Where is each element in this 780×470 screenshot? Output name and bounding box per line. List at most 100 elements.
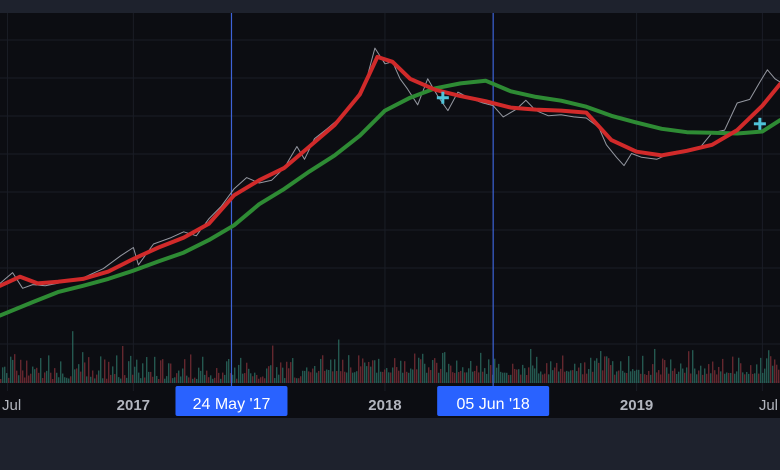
volume-bar [456,360,458,383]
volume-bar [542,374,544,383]
volume-bar [254,372,256,383]
volume-bar [754,373,756,383]
volume-bar [572,370,574,383]
volume-bar [68,378,70,383]
volume-bar [156,375,158,383]
volume-bar [370,366,372,383]
volume-bar [192,378,194,383]
volume-bar [704,368,706,383]
volume-bar [184,359,186,383]
volume-bar [646,374,648,383]
volume-bar [508,374,510,383]
volume-bar [686,367,688,383]
volume-bar [524,368,526,383]
volume-bar [198,367,200,383]
volume-bar [372,360,374,383]
volume-bar [176,373,178,383]
bottom-panel [0,418,780,470]
volume-bar [92,370,94,383]
volume-bar [536,356,538,383]
volume-bar [362,358,364,383]
plot-area[interactable] [0,13,780,391]
volume-bar [570,370,572,383]
series-lines [0,47,780,318]
volume-bar [90,376,92,383]
volume-bar [608,358,610,383]
volume-bar [634,370,636,383]
volume-bar [714,370,716,383]
volume-bar [208,377,210,383]
volume-bar [252,376,254,383]
volume-bar [144,377,146,383]
volume-bar [438,372,440,383]
price-line [0,47,780,289]
volume-bar [166,376,168,383]
volume-bar [418,357,420,383]
volume-bar [172,378,174,383]
volume-bar [230,373,232,383]
volume-bar [6,373,8,383]
volume-bar [312,368,314,383]
volume-bar [582,374,584,383]
volume-bar [426,372,428,383]
volume-bar [130,355,132,383]
volume-bar [728,372,730,383]
volume-bar [720,371,722,383]
x-tick-label: 2019 [620,397,653,414]
x-tick-label: Jul [759,397,778,414]
volume-bars [0,331,780,383]
volume-bar [88,357,90,383]
volume-bar [232,374,234,383]
volume-bar [424,363,426,383]
crosshair-lines [230,13,494,391]
volume-bar [330,359,332,383]
volume-bar [522,364,524,383]
volume-bar [396,367,398,383]
volume-bar [300,376,302,383]
volume-bar [734,373,736,383]
volume-bar [758,373,760,383]
volume-bar [298,378,300,383]
x-tick-label: Jul [2,397,21,414]
volume-bar [670,359,672,383]
volume-bar [648,370,650,383]
volume-bar [108,361,110,383]
volume-bar [588,369,590,383]
volume-bar [616,371,618,383]
volume-bar [58,377,60,383]
volume-bar [642,355,644,383]
time-axis-bar[interactable] [0,391,780,418]
volume-bar [748,373,750,383]
volume-bar [518,369,520,383]
volume-bar [352,372,354,383]
volume-bar [272,345,274,383]
volume-bar [400,360,402,383]
volume-bar [250,373,252,383]
volume-bar [604,356,606,383]
volume-bar [698,370,700,383]
volume-bar [34,369,36,383]
volume-bar [190,354,192,383]
volume-bar [390,372,392,383]
volume-bar [238,364,240,383]
volume-bar [526,374,528,383]
volume-bar [86,376,88,383]
volume-bar [476,365,478,383]
volume-bar [120,378,122,383]
volume-bar [540,371,542,383]
volume-bar [466,372,468,383]
volume-bar [598,362,600,383]
volume-bar [618,370,620,383]
volume-bar [168,363,170,383]
volume-bar [50,372,52,383]
volume-bar [628,356,630,383]
volume-bar [22,370,24,383]
volume-bar [98,370,100,383]
volume-bar [18,375,20,383]
volume-bar [54,368,56,383]
volume-bar [280,362,282,383]
volume-bar [180,376,182,383]
volume-bar [182,368,184,383]
volume-bar [668,373,670,383]
